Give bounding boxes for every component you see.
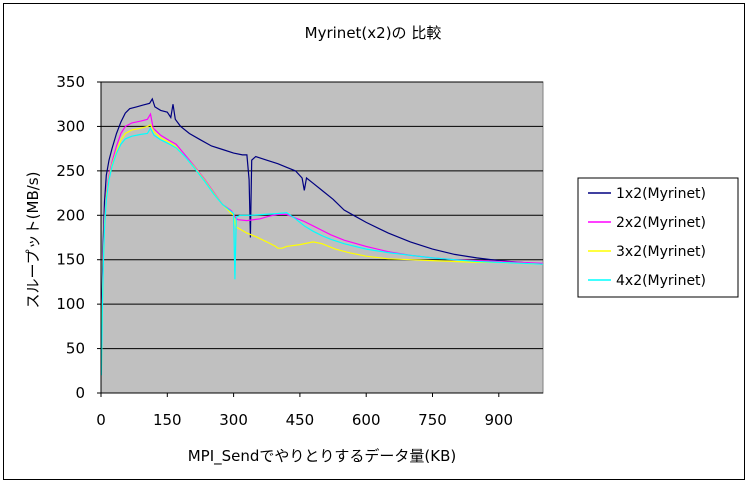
- legend-label: 1x2(Myrinet): [616, 186, 706, 202]
- legend-label: 3x2(Myrinet): [616, 244, 706, 260]
- x-tick-label: 0: [96, 411, 106, 429]
- series-line-4: [100, 126, 544, 376]
- chart-title: Myrinet(x2)の 比較: [305, 24, 442, 42]
- y-tick-label: 50: [66, 340, 85, 358]
- x-tick-label: 450: [286, 411, 315, 429]
- y-tick-labels: 0 50 100 150 200 250 300 350: [56, 73, 101, 402]
- x-axis-label: MPI_Sendでやりとりするデータ量(KB): [188, 447, 457, 466]
- legend-box: [577, 177, 739, 298]
- x-tick-label: 150: [153, 411, 182, 429]
- series-line-1: [100, 97, 544, 340]
- y-tick-label: 100: [56, 295, 85, 313]
- x-tick-label: 750: [418, 411, 447, 429]
- plot-area: [100, 81, 544, 394]
- y-tick-label: 350: [56, 73, 85, 91]
- legend: 1x2(Myrinet) 2x2(Myrinet) 3x2(Myrinet) 4x2(…: [588, 186, 706, 289]
- y-tick-label: 200: [56, 206, 85, 224]
- x-tick-labels: 0 150 300 450 600 750 900: [96, 393, 513, 429]
- series-layer: [100, 97, 544, 376]
- legend-label: 4x2(Myrinet): [616, 273, 706, 289]
- gridlines: [101, 81, 543, 350]
- y-tick-label: 150: [56, 251, 85, 269]
- y-tick-label: 0: [75, 384, 85, 402]
- series-line-3: [100, 123, 544, 371]
- y-tick-label: 250: [56, 162, 85, 180]
- x-tick-label: 600: [352, 411, 381, 429]
- legend-label: 2x2(Myrinet): [616, 215, 706, 231]
- y-tick-label: 300: [56, 117, 85, 135]
- x-tick-label: 900: [484, 411, 513, 429]
- x-tick-label: 300: [219, 411, 248, 429]
- y-axis-label: スループット(MB/s): [24, 172, 42, 309]
